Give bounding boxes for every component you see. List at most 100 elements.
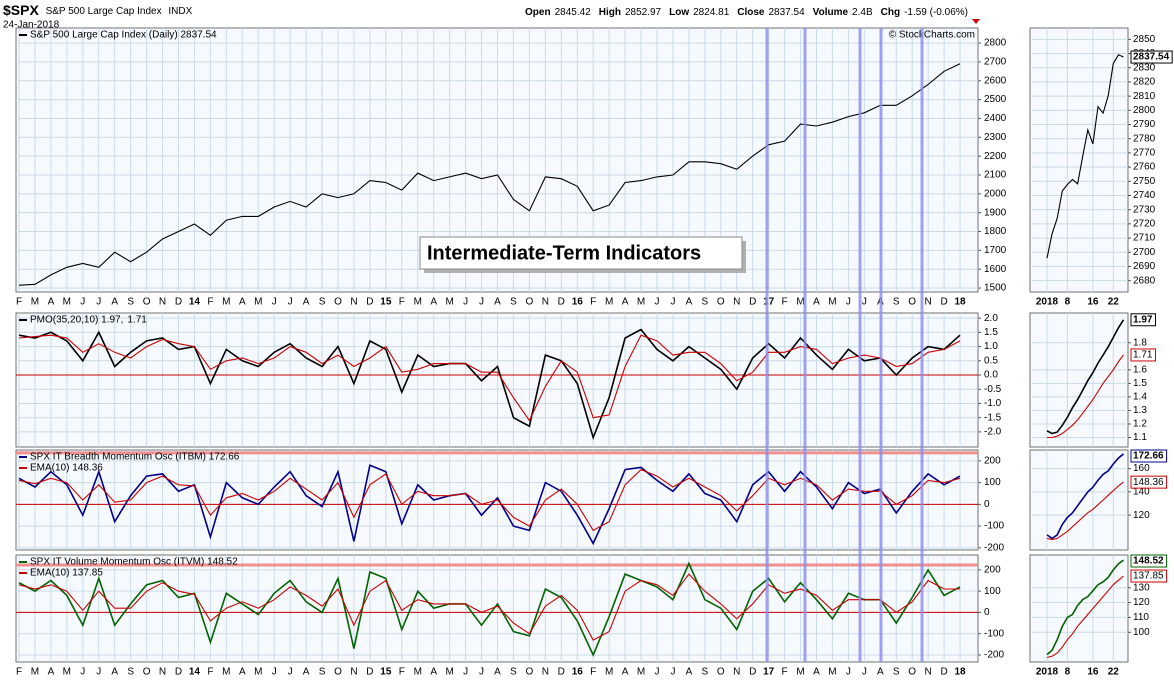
series-line [1046,559,1124,656]
y-tick-label: 2690 [1133,261,1156,272]
y-tick-label: -100 [984,521,1004,532]
series-line [18,464,961,546]
y-tick-label: 1.2 [1133,419,1147,430]
x-tick-label: D [940,667,947,678]
x-tick-label: F [782,297,788,308]
value-label: 172.66 [1133,451,1164,462]
x-tick-label: S [893,667,900,678]
x-tick-label: 2018 [1036,667,1059,678]
y-tick-label: 100 [984,586,1001,597]
y-tick-label: 2500 [984,94,1007,105]
y-tick-label: 1.6 [1133,364,1147,375]
x-tick-label: O [143,297,151,308]
x-tick-label: A [813,297,820,308]
series-line [1046,481,1124,541]
x-tick-label: S [319,297,326,308]
y-tick-label: 2830 [1133,62,1156,73]
y-tick-label: 120 [1133,597,1150,608]
y-tick-label: 200 [984,456,1001,467]
x-tick-label: D [749,667,756,678]
x-tick-label: A [111,297,118,308]
x-tick-label: A [494,297,501,308]
x-tick-label: N [733,297,740,308]
x-tick-label: M [828,297,836,308]
value-box [1130,554,1168,568]
x-tick-label: A [303,297,310,308]
x-tick-label: J [846,297,851,308]
y-tick-label: 2750 [1133,176,1156,187]
annotation-box [419,236,743,270]
x-tick-label: 18 [954,297,966,308]
x-tick-label: D [558,667,565,678]
quote-label: Chg [881,7,900,18]
value-label: 2837.54 [1133,52,1170,63]
series-line [1047,354,1124,439]
annotation: Intermediate-Term Indicators [427,242,701,264]
x-tick-label: 16 [1087,297,1099,308]
legend-entry: 1.71 [127,315,147,326]
y-tick-label: 2400 [984,113,1007,124]
value-label: 148.36 [1133,477,1164,488]
y-tick-label: 1.5 [984,327,998,338]
x-tick-label: F [782,667,788,678]
y-tick-label: -0.5 [984,384,1002,395]
x-tick-label: D [366,297,373,308]
y-tick-label: 1600 [984,264,1007,275]
x-tick-label: S [127,667,134,678]
watermark: © StockCharts.com [889,30,975,41]
y-tick-label: 2810 [1133,91,1156,102]
y-tick-label: 1.1 [1133,432,1147,443]
y-tick-label: -1.5 [984,412,1002,423]
value-label: 1.97 [1133,314,1153,325]
legend-entry: PMO(35,20,10) 1.97, [30,315,123,326]
index-name: S&P 500 Large Cap Index [46,6,162,17]
value-box [1130,475,1168,489]
x-tick-label: J [846,667,851,678]
y-tick-label: 2820 [1133,77,1156,88]
series-line [18,328,961,441]
series-line [18,468,961,532]
x-tick-label: M [31,667,39,678]
x-tick-label: J [96,667,101,678]
x-tick-label: A [48,297,55,308]
x-tick-label: J [862,667,867,678]
x-tick-label: M [445,297,453,308]
series-line [1046,453,1125,540]
y-tick-label: 2300 [984,132,1007,143]
value-box [1130,569,1168,583]
y-tick-label: 2000 [984,188,1007,199]
x-tick-label: J [670,667,675,678]
date: 24-Jan-2018 [3,20,60,31]
x-tick-label: F [207,297,213,308]
x-tick-label: N [925,667,932,678]
y-tick-label: 2800 [1133,105,1156,116]
x-tick-label: M [414,297,422,308]
x-tick-label: F [399,667,405,678]
y-tick-label: 2700 [984,57,1007,68]
value-label: 148.52 [1133,556,1164,567]
value-label: 137.85 [1133,571,1164,582]
legend-entry: SPX IT Breadth Momentum Osc (ITBM) 172.6… [30,452,240,463]
x-tick-label: N [350,297,357,308]
x-tick-label: 22 [1108,667,1120,678]
x-tick-label: A [877,667,884,678]
series-line [18,561,961,657]
y-tick-label: 110 [1133,612,1149,623]
x-tick-label: M [796,297,804,308]
y-tick-label: 2700 [1133,247,1156,258]
x-tick-label: M [63,667,71,678]
change-arrow [972,19,980,24]
x-tick-label: O [717,667,725,678]
y-tick-label: 1900 [984,207,1007,218]
x-tick-label: 18 [954,667,966,678]
x-tick-label: 16 [572,297,584,308]
x-tick-label: F [590,297,596,308]
x-tick-label: M [637,297,645,308]
quote-label: Open [525,7,551,18]
x-tick-label: J [272,297,277,308]
x-tick-label: N [159,297,166,308]
x-tick-label: J [463,667,468,678]
y-tick-label: 2200 [984,151,1007,162]
x-tick-label: 15 [380,297,392,308]
x-tick-label: J [80,667,85,678]
